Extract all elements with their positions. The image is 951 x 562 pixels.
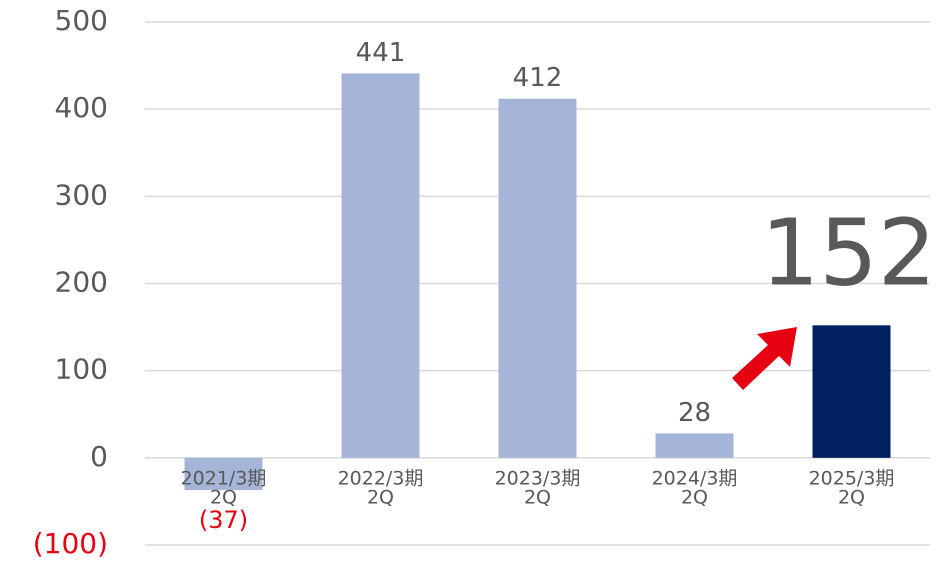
x-tick-label: 2025/3期 [809,468,895,490]
bar [341,73,420,458]
data-label: (37) [199,506,248,534]
y-tick-label: 400 [55,91,108,124]
bar [184,457,263,491]
y-tick-label: 100 [55,353,108,386]
x-tick-label: 2Q [210,487,237,509]
bar [812,325,891,458]
data-label: 412 [513,63,563,93]
x-tick-label: 2Q [524,487,551,509]
y-tick-label: 0 [90,440,108,473]
x-tick-label: 2022/3期 [338,468,424,490]
arrow [732,327,797,390]
x-tick-label: 2Q [367,487,394,509]
bar [655,433,734,458]
x-tick-label: 2Q [681,487,708,509]
y-tick-label: (100) [33,527,108,560]
bar [498,98,577,458]
x-tick-label: 2023/3期 [495,468,581,490]
y-tick-label: 500 [55,4,108,37]
data-label: 28 [678,398,711,428]
data-label: 441 [356,38,406,68]
y-tick-label: 300 [55,178,108,211]
data-label: 152 [761,200,937,307]
x-tick-label: 2024/3期 [652,468,738,490]
x-tick-label: 2021/3期 [181,468,267,490]
x-tick-label: 2Q [838,487,865,509]
y-tick-label: 200 [55,266,108,299]
